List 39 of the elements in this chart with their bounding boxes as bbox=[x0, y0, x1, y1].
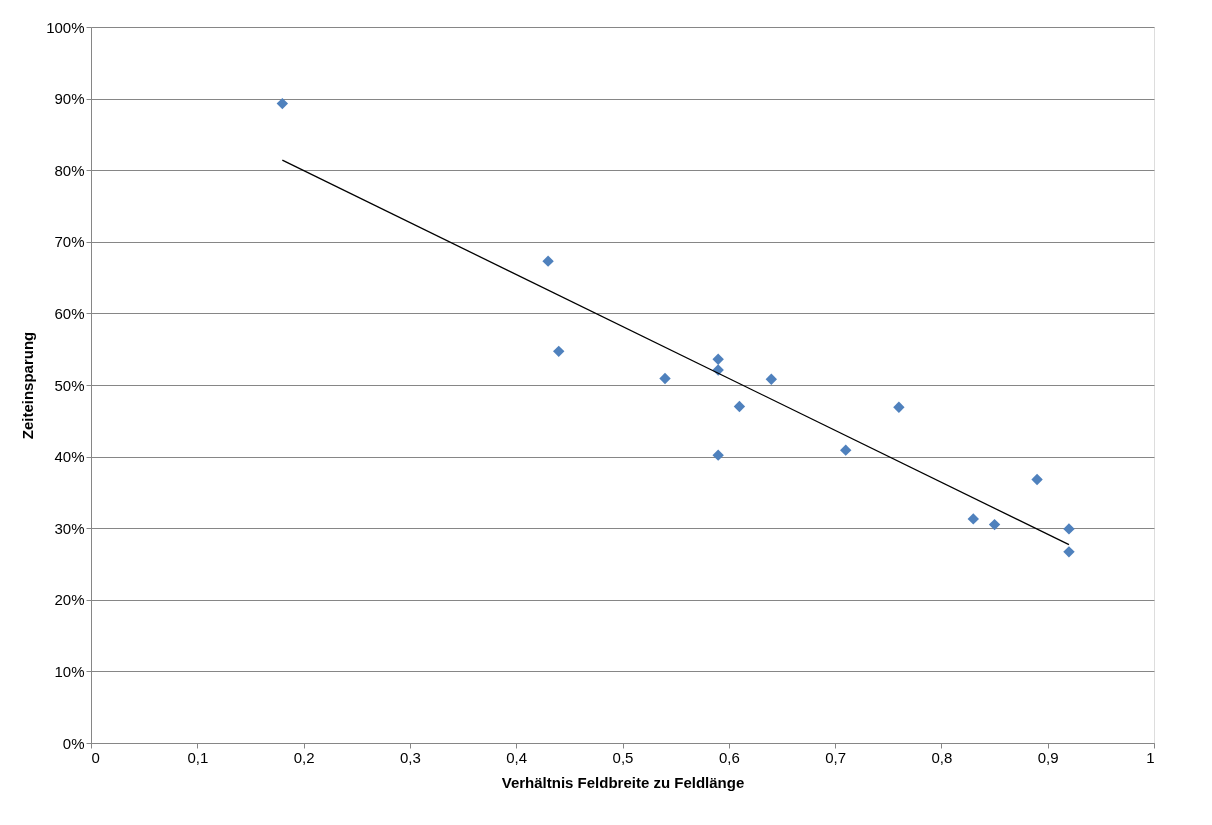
x-tick-label: 0,7 bbox=[825, 748, 847, 766]
y-tick-label: 30% bbox=[54, 519, 85, 537]
point bbox=[276, 97, 289, 110]
x-tick-label: 0,6 bbox=[718, 748, 740, 766]
point bbox=[988, 518, 1001, 531]
x-tick-label: 1 bbox=[1146, 748, 1155, 766]
x-tick-label: 0,8 bbox=[931, 748, 953, 766]
y-tick-label: 90% bbox=[54, 90, 85, 108]
x-tick-label: 0,1 bbox=[187, 748, 209, 766]
x-tick-label: 0 bbox=[91, 748, 100, 766]
y-tick-label: 50% bbox=[54, 376, 85, 394]
x-tick-label: 0,9 bbox=[1037, 748, 1059, 766]
x-tick-label: 0,4 bbox=[506, 748, 528, 766]
y-tick-label: 100% bbox=[46, 18, 85, 36]
point bbox=[893, 401, 905, 413]
point bbox=[840, 444, 852, 456]
point bbox=[712, 353, 724, 365]
point bbox=[712, 449, 724, 461]
point bbox=[659, 372, 671, 385]
y-tick-label: 70% bbox=[54, 233, 85, 251]
y-axis-title: Zeiteinsparung bbox=[19, 331, 37, 440]
point bbox=[765, 373, 778, 385]
y-tick-label: 0% bbox=[62, 734, 85, 752]
point bbox=[542, 255, 554, 267]
x-tick-label: 0,3 bbox=[399, 748, 421, 766]
x-tick-label: 0,2 bbox=[293, 748, 315, 766]
point bbox=[733, 400, 746, 413]
point bbox=[1063, 546, 1075, 558]
point bbox=[967, 513, 979, 525]
x-tick-label: 0,5 bbox=[612, 748, 634, 766]
point bbox=[1031, 473, 1043, 486]
point bbox=[1063, 523, 1075, 535]
x-axis-title: Verhältnis Feldbreite zu Feldlänge bbox=[501, 773, 745, 791]
y-tick-label: 20% bbox=[54, 591, 85, 609]
y-tick-label: 80% bbox=[54, 161, 85, 179]
point bbox=[553, 345, 565, 358]
y-tick-label: 10% bbox=[54, 662, 85, 680]
y-tick-label: 60% bbox=[54, 304, 85, 322]
y-tick-label: 40% bbox=[54, 448, 85, 466]
